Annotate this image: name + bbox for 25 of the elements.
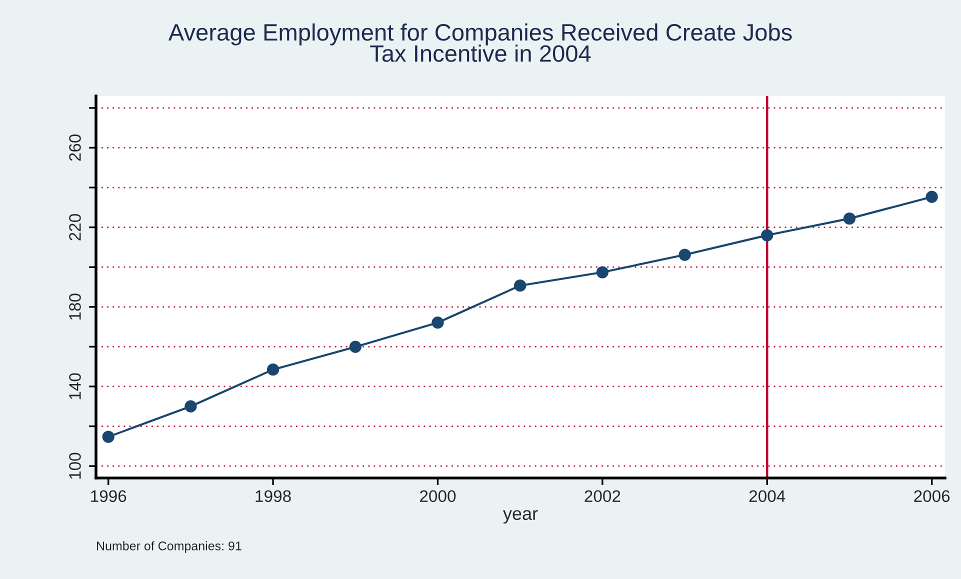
x-tick-label: 2000 bbox=[420, 490, 456, 502]
x-tick-label: 2004 bbox=[749, 490, 786, 502]
y-tick-label: 100 bbox=[69, 452, 81, 479]
point bbox=[184, 400, 197, 412]
x-tick-label: 2006 bbox=[914, 490, 950, 502]
point bbox=[432, 316, 444, 329]
point bbox=[102, 430, 114, 443]
text: Number of Companies: 91 bbox=[97, 541, 242, 553]
y-tick-label: 140 bbox=[69, 373, 81, 400]
point bbox=[678, 248, 691, 261]
chart-title: Average Employment for Companies Received Create Jobs Tax Incentive in 2004 bbox=[168, 23, 792, 62]
x-tick-label: 2002 bbox=[584, 490, 620, 502]
y-tick-label: 220 bbox=[69, 214, 81, 240]
point bbox=[514, 280, 526, 292]
point bbox=[596, 266, 609, 278]
point bbox=[761, 229, 774, 242]
x-tick-label: 1996 bbox=[91, 490, 126, 502]
y-tick-label: 260 bbox=[69, 134, 81, 161]
x-tick-label: 1998 bbox=[256, 490, 291, 502]
y-tick-label: 180 bbox=[69, 294, 81, 320]
x-axis-title: year bbox=[502, 510, 538, 524]
point bbox=[266, 363, 280, 376]
point bbox=[349, 340, 362, 353]
point bbox=[843, 212, 856, 225]
point bbox=[926, 190, 938, 203]
